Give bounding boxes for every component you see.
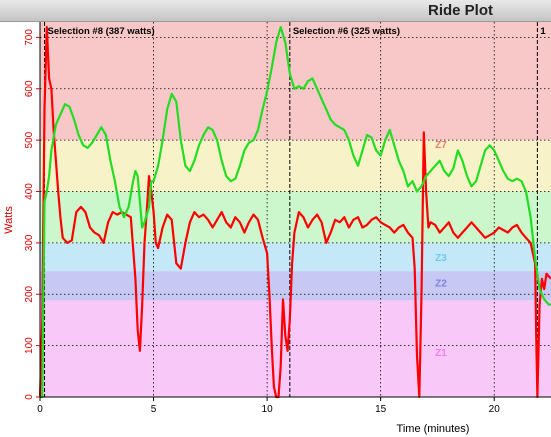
- y-tick-label: 600: [24, 80, 35, 97]
- zone-label-z2: Z2: [435, 279, 447, 290]
- ride-plot-chart[interactable]: Z1 Z2 Z3 Z7 Selection #8 (387 watts) Selecti…: [0, 22, 551, 437]
- y-tick-label: 300: [24, 234, 35, 251]
- y-tick-label: 500: [24, 131, 35, 148]
- y-tick-label: 200: [24, 285, 35, 302]
- selection-label: 1: [540, 26, 546, 37]
- x-tick-label: 5: [151, 404, 157, 415]
- zone-band-z1: [40, 300, 551, 397]
- zone-band-z3: [40, 242, 551, 272]
- x-axis-label: Time (minutes): [397, 423, 470, 435]
- smoothed-series-line: [40, 26, 551, 399]
- x-tick-label: 10: [262, 404, 274, 415]
- zone-band-z4: [40, 191, 551, 243]
- zone-band-z7: [40, 22, 551, 141]
- zone-band-z5: [40, 140, 551, 192]
- x-tick-label: 20: [489, 404, 501, 415]
- y-tick-label: 400: [24, 183, 35, 200]
- zone-band-z2: [40, 271, 551, 301]
- y-tick-label: 100: [24, 337, 35, 354]
- selection-label: Selection #8 (387 watts): [48, 26, 155, 37]
- x-tick-label: 15: [375, 404, 387, 415]
- zone-label-z7: Z7: [435, 140, 447, 151]
- window-title: Ride Plot: [427, 2, 493, 19]
- x-tick-label: 0: [37, 404, 43, 415]
- y-tick-label: 0: [24, 394, 35, 400]
- y-tick-label: 700: [24, 29, 35, 46]
- y-axis-label: Watts: [3, 206, 15, 234]
- zone-label-z1: Z1: [435, 348, 447, 359]
- selection-label: Selection #6 (325 watts): [293, 26, 400, 37]
- title-bar: Ride Plot: [0, 0, 551, 22]
- zone-label-z3: Z3: [435, 253, 447, 264]
